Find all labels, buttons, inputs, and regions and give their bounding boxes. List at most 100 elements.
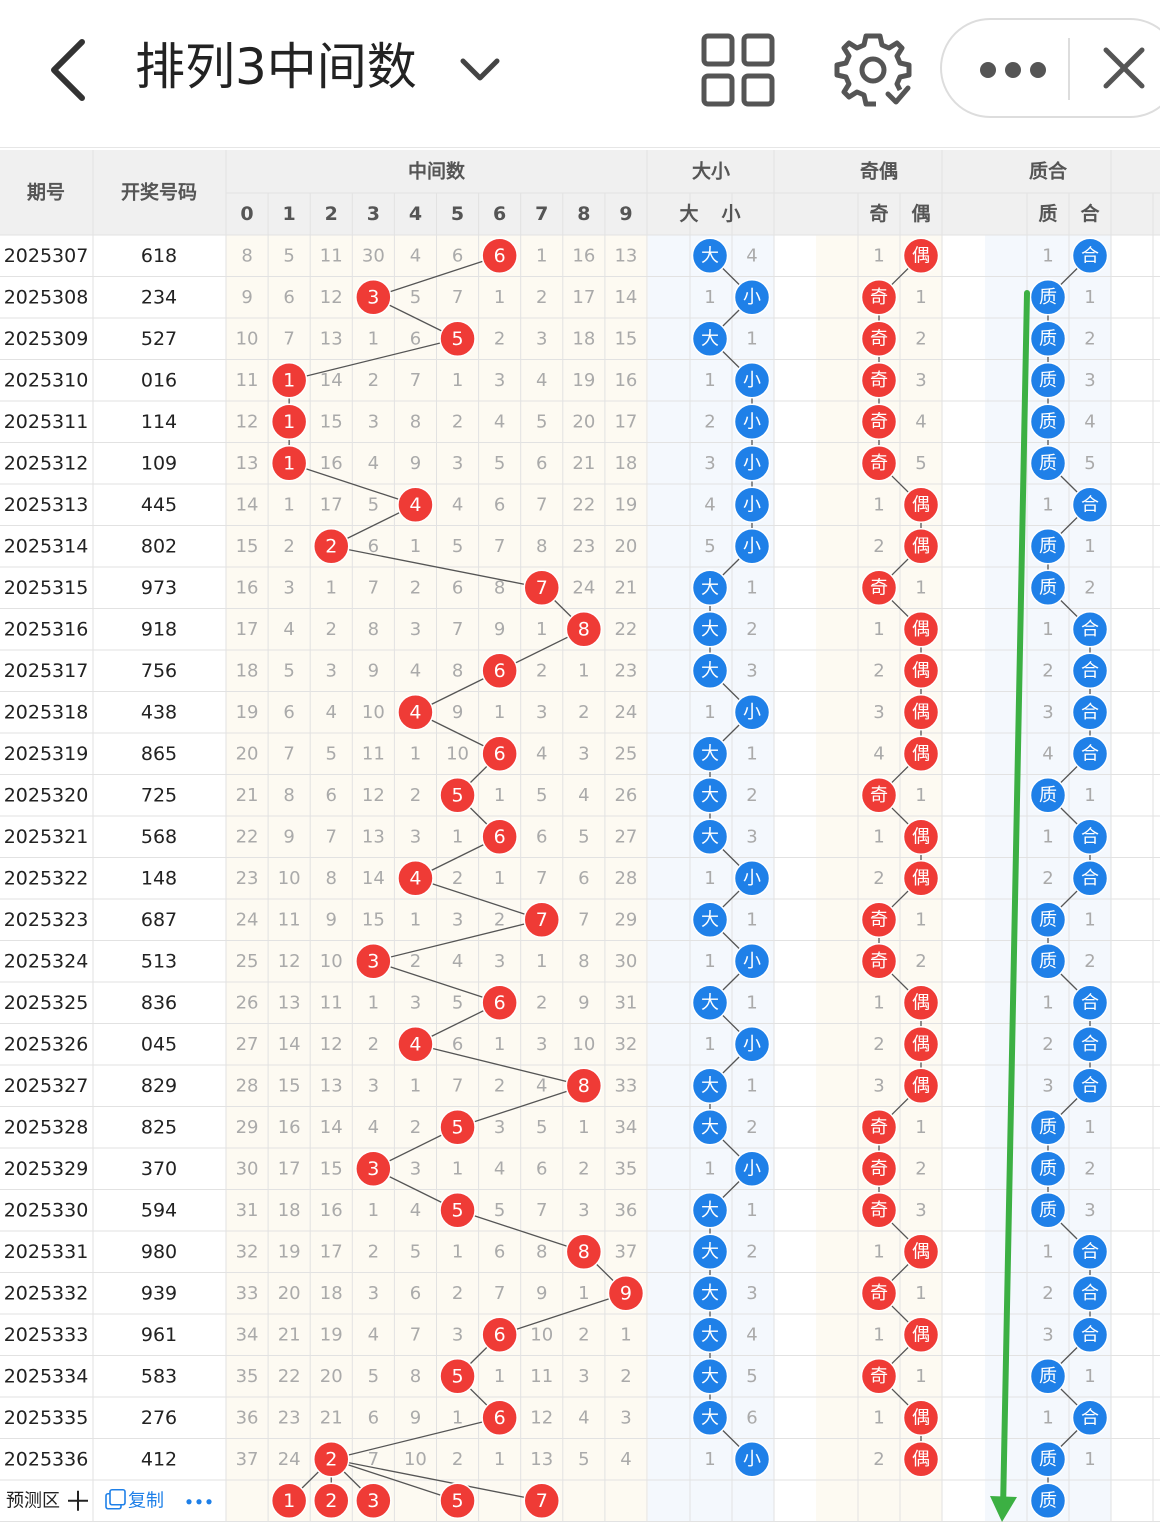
composite-label: 合 xyxy=(1081,1034,1099,1055)
draw-number-cell: 756 xyxy=(141,660,177,682)
green-arrow-annotation xyxy=(990,290,1030,1522)
miss-value: 12 xyxy=(278,951,301,972)
big-ball xyxy=(691,735,729,772)
middle-number-ball xyxy=(270,445,308,482)
period-cell: 2025319 xyxy=(4,743,89,765)
draw-number-cell: 687 xyxy=(141,909,177,931)
even-label: 偶 xyxy=(912,660,930,681)
even-label: 偶 xyxy=(912,1407,930,1428)
miss-value: 9 xyxy=(410,1407,421,1428)
draw-number-cell: 109 xyxy=(141,452,177,474)
miss-value: 7 xyxy=(283,328,294,349)
predict-more-icon[interactable] xyxy=(186,1499,212,1505)
small-miss: 1 xyxy=(746,577,757,598)
miss-value: 10 xyxy=(404,1449,427,1470)
miss-value: 1 xyxy=(410,536,421,557)
page-title[interactable]: 排列3中间数 xyxy=(135,38,417,96)
big-miss: 1 xyxy=(704,1158,715,1179)
miss-value: 34 xyxy=(614,1117,637,1138)
prime-ball xyxy=(1029,1109,1067,1146)
miss-value: 23 xyxy=(572,536,595,557)
miss-value: 1 xyxy=(326,577,337,598)
header-digit-3: 3 xyxy=(367,203,380,225)
period-cell: 2025311 xyxy=(4,411,89,433)
copy-label[interactable]: 复制 xyxy=(128,1490,164,1511)
add-icon[interactable] xyxy=(68,1490,88,1511)
middle-number-value: 6 xyxy=(494,1407,506,1429)
odd-ball xyxy=(860,1150,898,1187)
prime-miss: 3 xyxy=(1042,702,1053,723)
back-arrow-icon[interactable] xyxy=(40,30,100,110)
close-icon[interactable] xyxy=(1072,20,1160,116)
miss-value: 6 xyxy=(452,577,463,598)
big-label: 大 xyxy=(701,1366,719,1387)
prime-miss: 1 xyxy=(1042,619,1053,640)
even-label: 偶 xyxy=(912,1075,930,1096)
odd-label: 奇 xyxy=(870,370,888,391)
big-ball xyxy=(691,1358,729,1395)
prime-ball xyxy=(1029,445,1067,482)
miss-value: 30 xyxy=(236,1158,259,1179)
miss-value: 4 xyxy=(368,1324,379,1345)
miss-value: 5 xyxy=(283,660,294,681)
middle-number-value: 1 xyxy=(283,411,295,433)
more-dots-icon[interactable] xyxy=(942,20,1068,116)
miss-value: 7 xyxy=(536,868,547,889)
trend-chart: 期号 开奖号码中间数 大小 奇偶 质合0 1 2 3 4 5 6 7 8 9 大小奇偶质合2025307 61… xyxy=(0,150,1160,1522)
big-ball xyxy=(691,1275,729,1312)
miss-value: 1 xyxy=(410,1075,421,1096)
miss-value: 7 xyxy=(410,1324,421,1345)
miss-value: 4 xyxy=(536,743,547,764)
middle-trend-segment xyxy=(457,1085,585,1128)
big-ball xyxy=(691,984,729,1021)
composite-ball xyxy=(1071,694,1109,731)
miss-value: 3 xyxy=(620,1407,631,1428)
even-ball xyxy=(902,652,940,689)
prime-ball xyxy=(1029,569,1067,606)
predict-digit-value: 2 xyxy=(325,1490,337,1512)
odd-miss: 1 xyxy=(873,826,884,847)
draw-number-cell: 513 xyxy=(141,950,177,972)
miss-value: 20 xyxy=(572,411,595,432)
header-even: 偶 xyxy=(911,202,930,225)
mini-program-capsule xyxy=(940,18,1160,118)
miss-value: 6 xyxy=(410,1283,421,1304)
miss-value: 3 xyxy=(368,1283,379,1304)
miss-value: 3 xyxy=(283,577,294,598)
predict-label: 预测区 xyxy=(6,1490,60,1511)
small-label: 小 xyxy=(743,868,761,889)
middle-number-ball xyxy=(607,1275,645,1312)
miss-value: 1 xyxy=(494,287,505,308)
composite-label: 合 xyxy=(1081,619,1099,640)
miss-value: 11 xyxy=(320,992,343,1013)
gear-icon[interactable] xyxy=(832,30,914,112)
miss-value: 1 xyxy=(494,868,505,889)
odd-label: 奇 xyxy=(870,328,888,349)
even-ball xyxy=(902,1026,940,1063)
miss-value: 4 xyxy=(326,702,337,723)
odd-miss: 1 xyxy=(873,1407,884,1428)
copy-button[interactable]: 复制 xyxy=(105,1488,164,1512)
miss-value: 18 xyxy=(278,1200,301,1221)
miss-value: 2 xyxy=(494,909,505,930)
miss-value: 1 xyxy=(620,1324,631,1345)
odd-label: 奇 xyxy=(870,951,888,972)
prime-miss: 2 xyxy=(1042,1283,1053,1304)
middle-number-ball xyxy=(397,486,434,523)
odd-label: 奇 xyxy=(870,1366,888,1387)
miss-value: 3 xyxy=(494,1117,505,1138)
even-label: 偶 xyxy=(912,494,930,515)
grid-icon[interactable] xyxy=(700,32,776,108)
big-label: 大 xyxy=(701,1241,719,1262)
even-miss: 2 xyxy=(915,1158,926,1179)
chevron-down-icon[interactable] xyxy=(455,45,505,95)
middle-number-ball xyxy=(481,818,518,855)
odd-label: 奇 xyxy=(870,453,888,474)
small-miss: 1 xyxy=(746,1200,757,1221)
odd-miss: 2 xyxy=(873,660,884,681)
miss-value: 1 xyxy=(452,370,463,391)
middle-number-value: 3 xyxy=(367,1158,379,1180)
prime-ball xyxy=(1029,403,1067,440)
small-label: 小 xyxy=(743,287,761,308)
green-arrow-head xyxy=(990,1496,1017,1522)
